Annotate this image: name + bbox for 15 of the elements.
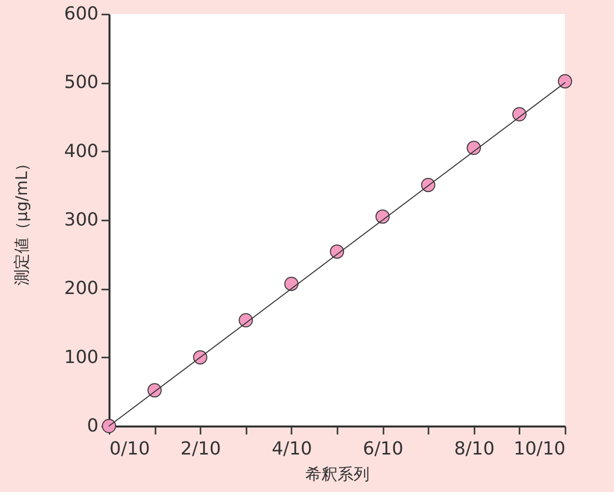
y-tick-label: 600 bbox=[64, 4, 98, 24]
y-tick-label: 100 bbox=[64, 346, 98, 368]
x-tick-label: 10/10 bbox=[514, 438, 566, 460]
x-tick-label: 4/10 bbox=[272, 438, 312, 460]
y-tick-label: 300 bbox=[64, 210, 98, 230]
x-tick-label: 8/10 bbox=[454, 438, 495, 460]
x-tick-label: 0/10 bbox=[110, 438, 150, 460]
x-tick-label: 2/10 bbox=[180, 438, 221, 460]
x-axis-title: 希釈系列 bbox=[306, 464, 370, 484]
y-tick-label: 400 bbox=[64, 140, 98, 162]
y-tick-label: 200 bbox=[64, 278, 98, 300]
y-tick-label: 500 bbox=[64, 72, 98, 94]
y-tick-label: 0 bbox=[87, 416, 98, 436]
x-tick-label: 6/10 bbox=[362, 438, 404, 460]
y-axis-title: 測定値（μg/mL） bbox=[12, 155, 32, 286]
